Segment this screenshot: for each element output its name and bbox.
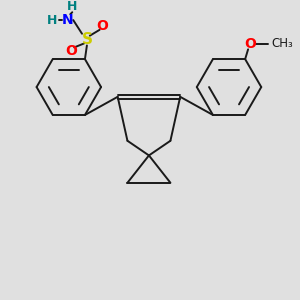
Text: H: H: [67, 0, 77, 13]
Text: O: O: [244, 37, 256, 50]
Text: O: O: [65, 44, 77, 58]
Text: H: H: [46, 14, 57, 27]
Text: S: S: [81, 32, 92, 47]
Text: CH₃: CH₃: [272, 37, 293, 50]
Text: N: N: [61, 13, 73, 27]
Text: O: O: [97, 19, 109, 33]
